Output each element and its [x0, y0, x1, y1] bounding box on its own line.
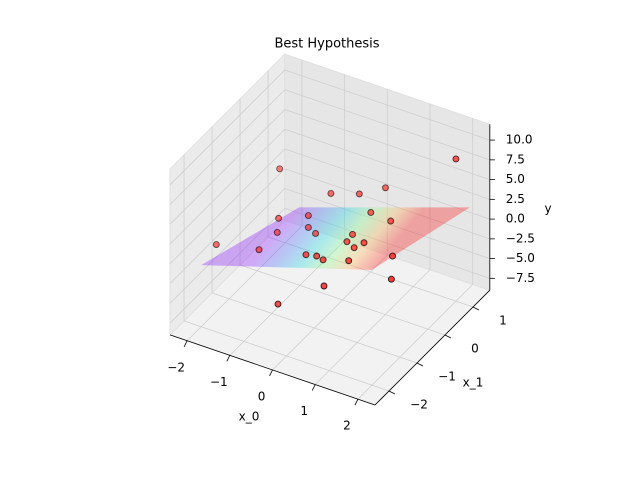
data-point: [313, 252, 321, 260]
data-point: [355, 190, 363, 198]
data-point: [302, 251, 310, 259]
x1-tick-label: 0: [471, 342, 479, 356]
tick-mark: [183, 340, 188, 347]
grid-line: [357, 284, 474, 400]
y-tick-label: 0.0: [506, 212, 525, 226]
y-tick-label: −7.5: [506, 271, 535, 285]
tick-mark: [444, 334, 452, 339]
data-point: [382, 184, 389, 192]
grid-line: [183, 320, 390, 392]
data-point: [367, 208, 375, 216]
x1-tick-label: 1: [499, 314, 507, 328]
grid-line: [169, 128, 286, 245]
x0-tick-label: 1: [300, 404, 308, 418]
chart-title: Best Hypothesis: [274, 37, 379, 52]
x0-tick-label: −2: [167, 360, 185, 374]
data-point: [327, 190, 335, 197]
x1-tick-label: −2: [410, 398, 428, 412]
data-point: [389, 252, 397, 260]
y-tick-label: 2.5: [506, 192, 525, 206]
hypothesis-surface: [201, 207, 470, 270]
data-point: [360, 239, 368, 247]
tick-mark: [354, 398, 359, 406]
tick-mark: [311, 384, 316, 391]
grid-line: [169, 109, 286, 225]
grid-line: [169, 188, 286, 304]
y-tick-label: −5.0: [506, 251, 535, 265]
grid-line: [284, 168, 490, 240]
grid-line: [272, 254, 388, 371]
data-point: [319, 256, 327, 264]
data-point: [304, 223, 312, 231]
data-point: [276, 165, 284, 173]
data-point: [255, 246, 263, 254]
axis-line: [374, 289, 491, 406]
y-tick-label: −2.5: [506, 231, 535, 245]
grid-line: [169, 89, 286, 205]
data-point: [350, 244, 358, 252]
y-tick-label: 5.0: [506, 172, 525, 186]
axis-line: [169, 334, 376, 406]
data-point: [349, 231, 356, 238]
tick-mark: [269, 369, 273, 377]
grid-line: [211, 292, 418, 364]
data-point: [343, 238, 351, 246]
grid-line: [284, 69, 490, 141]
y-axis-label: y: [544, 202, 551, 216]
tick-mark: [226, 355, 231, 362]
grid-line: [314, 269, 431, 385]
data-point: [387, 275, 395, 283]
x0-tick-label: −1: [210, 375, 228, 389]
grid-line: [169, 69, 286, 186]
tick-mark: [472, 306, 480, 311]
data-point: [387, 217, 395, 225]
data-point: [273, 228, 281, 236]
y-tick-label: 10.0: [506, 133, 533, 147]
tick-mark: [416, 362, 424, 367]
x0-tick-label: 2: [343, 419, 351, 433]
grid-line: [284, 128, 490, 200]
grid-line: [169, 168, 286, 284]
data-point: [312, 230, 320, 237]
y-tick-label: 7.5: [506, 152, 525, 166]
grid-line: [169, 148, 286, 265]
data-point: [452, 155, 460, 163]
data-point: [275, 214, 283, 222]
x1-tick-label: −1: [438, 370, 456, 384]
grid-line: [284, 109, 490, 180]
grid-line: [239, 264, 446, 336]
data-point: [304, 212, 312, 220]
x0-tick-label: 0: [258, 389, 266, 403]
data-point: [345, 257, 353, 265]
data-point: [320, 282, 328, 290]
x0-axis-label: x_0: [239, 410, 260, 424]
grid-line: [284, 89, 490, 161]
x1-axis-label: x_1: [463, 376, 484, 390]
data-point: [274, 300, 282, 308]
data-point: [212, 241, 220, 249]
tick-mark: [388, 390, 396, 395]
